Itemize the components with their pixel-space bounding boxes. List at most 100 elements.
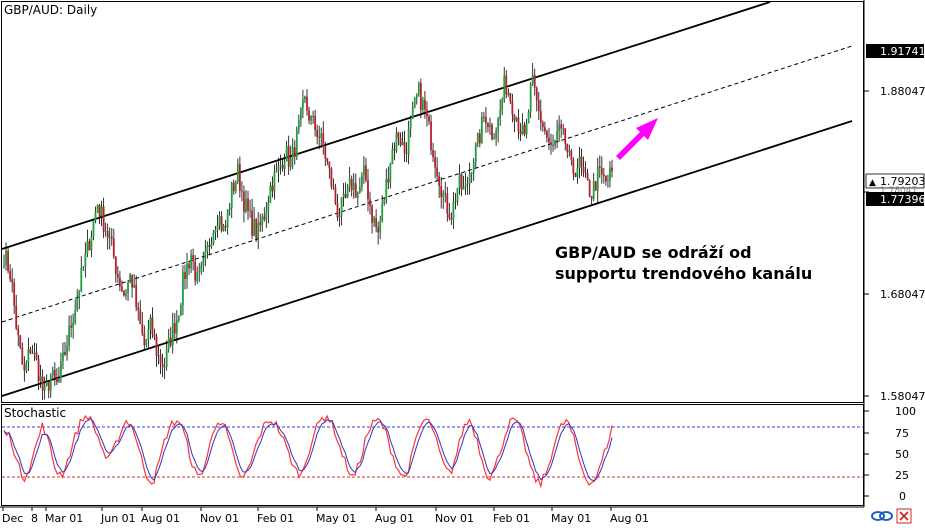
- x-tick-label: Dec: [2, 512, 23, 525]
- candle-body: [318, 136, 321, 138]
- x-tick-label: May 01: [551, 512, 591, 525]
- candle-body: [607, 180, 609, 182]
- candle-body: [27, 349, 30, 363]
- candle-body: [489, 124, 491, 128]
- candle-body: [556, 131, 558, 140]
- candle-body: [234, 181, 237, 192]
- candle-body: [230, 182, 233, 208]
- candle-body: [49, 375, 52, 391]
- candle-body: [232, 182, 235, 192]
- candle-body: [161, 363, 164, 368]
- close-icon[interactable]: [896, 508, 912, 524]
- svg-text:0: 0: [899, 490, 906, 503]
- candle-body: [460, 173, 463, 190]
- candle-body: [53, 369, 56, 379]
- candle-body: [397, 132, 400, 138]
- candle-body: [464, 184, 467, 188]
- candle-body: [405, 153, 408, 155]
- candle-body: [37, 358, 40, 382]
- candle-body: [346, 186, 349, 198]
- candle-body: [125, 293, 127, 296]
- candle-body: [121, 286, 123, 291]
- candle-body: [236, 163, 239, 182]
- candle-body: [521, 124, 524, 135]
- candle-body: [472, 162, 475, 173]
- candle-body: [119, 277, 121, 287]
- candle-body: [373, 217, 375, 223]
- candle-body: [428, 116, 430, 122]
- candle-body: [474, 143, 477, 163]
- x-tick-label: Jun 01: [100, 512, 136, 525]
- candle-body: [470, 172, 473, 174]
- candle-body: [68, 325, 70, 347]
- candle-body: [527, 111, 530, 124]
- candle-body: [137, 307, 140, 310]
- candle-body: [3, 265, 5, 267]
- candle-body: [446, 193, 449, 214]
- candle-body: [450, 218, 453, 220]
- candle-body: [106, 231, 109, 238]
- candle-body: [586, 173, 589, 181]
- candle-body: [293, 147, 296, 158]
- candle-body: [497, 119, 500, 131]
- stochastic-k-line: [3, 414, 613, 489]
- candle-body: [21, 347, 24, 365]
- candle-body: [304, 96, 306, 100]
- candle-body: [344, 194, 347, 198]
- candle-body: [590, 196, 593, 199]
- up-arrow: [616, 118, 658, 160]
- candle-body: [267, 202, 270, 212]
- candle-body: [454, 201, 457, 203]
- candle-body: [78, 291, 81, 298]
- svg-text:1.58047: 1.58047: [880, 390, 925, 403]
- candle-body: [60, 361, 62, 378]
- candle-body: [403, 141, 406, 154]
- svg-text:50: 50: [895, 448, 909, 461]
- candle-body: [580, 156, 583, 167]
- candle-body: [51, 369, 54, 376]
- candle-body: [308, 110, 310, 121]
- candle-body: [438, 176, 441, 187]
- candle-body: [64, 351, 66, 355]
- candle-body: [269, 185, 272, 203]
- candle-body: [381, 203, 384, 222]
- candle-body: [273, 172, 276, 192]
- current-price-label: ▲ 1.79203: [865, 173, 925, 189]
- candle-body: [263, 216, 266, 220]
- candle-body: [251, 210, 253, 236]
- link-icon[interactable]: [871, 511, 893, 521]
- candle-body: [220, 216, 223, 231]
- candle-body: [320, 133, 323, 138]
- candle-body: [190, 255, 192, 269]
- candle-body: [413, 98, 416, 108]
- candle-body: [5, 250, 7, 266]
- candle-body: [468, 173, 471, 184]
- candle-body: [55, 378, 58, 383]
- candle-body: [180, 305, 182, 316]
- candle-body: [29, 349, 32, 353]
- candle-body: [253, 219, 256, 236]
- candle-body: [271, 185, 274, 192]
- candle-body: [153, 334, 156, 337]
- candle-body: [338, 215, 341, 218]
- candle-body: [503, 75, 506, 100]
- candle-body: [131, 274, 134, 288]
- candle-body: [302, 99, 304, 108]
- candle-body: [116, 274, 119, 278]
- candle-body: [517, 117, 520, 132]
- candle-body: [513, 114, 516, 121]
- candle-body: [462, 187, 465, 190]
- candle-body: [444, 193, 447, 194]
- candle-body: [485, 116, 487, 123]
- candle-body: [295, 128, 298, 158]
- candle-body: [279, 164, 282, 167]
- candle-body: [226, 210, 229, 227]
- candle-body: [360, 175, 363, 187]
- candle-body: [173, 323, 176, 334]
- candle-body: [552, 144, 554, 146]
- candle-body: [184, 272, 186, 279]
- candle-body: [546, 131, 548, 138]
- candle-body: [336, 203, 339, 218]
- candle-body: [592, 181, 595, 199]
- candle-body: [537, 100, 540, 112]
